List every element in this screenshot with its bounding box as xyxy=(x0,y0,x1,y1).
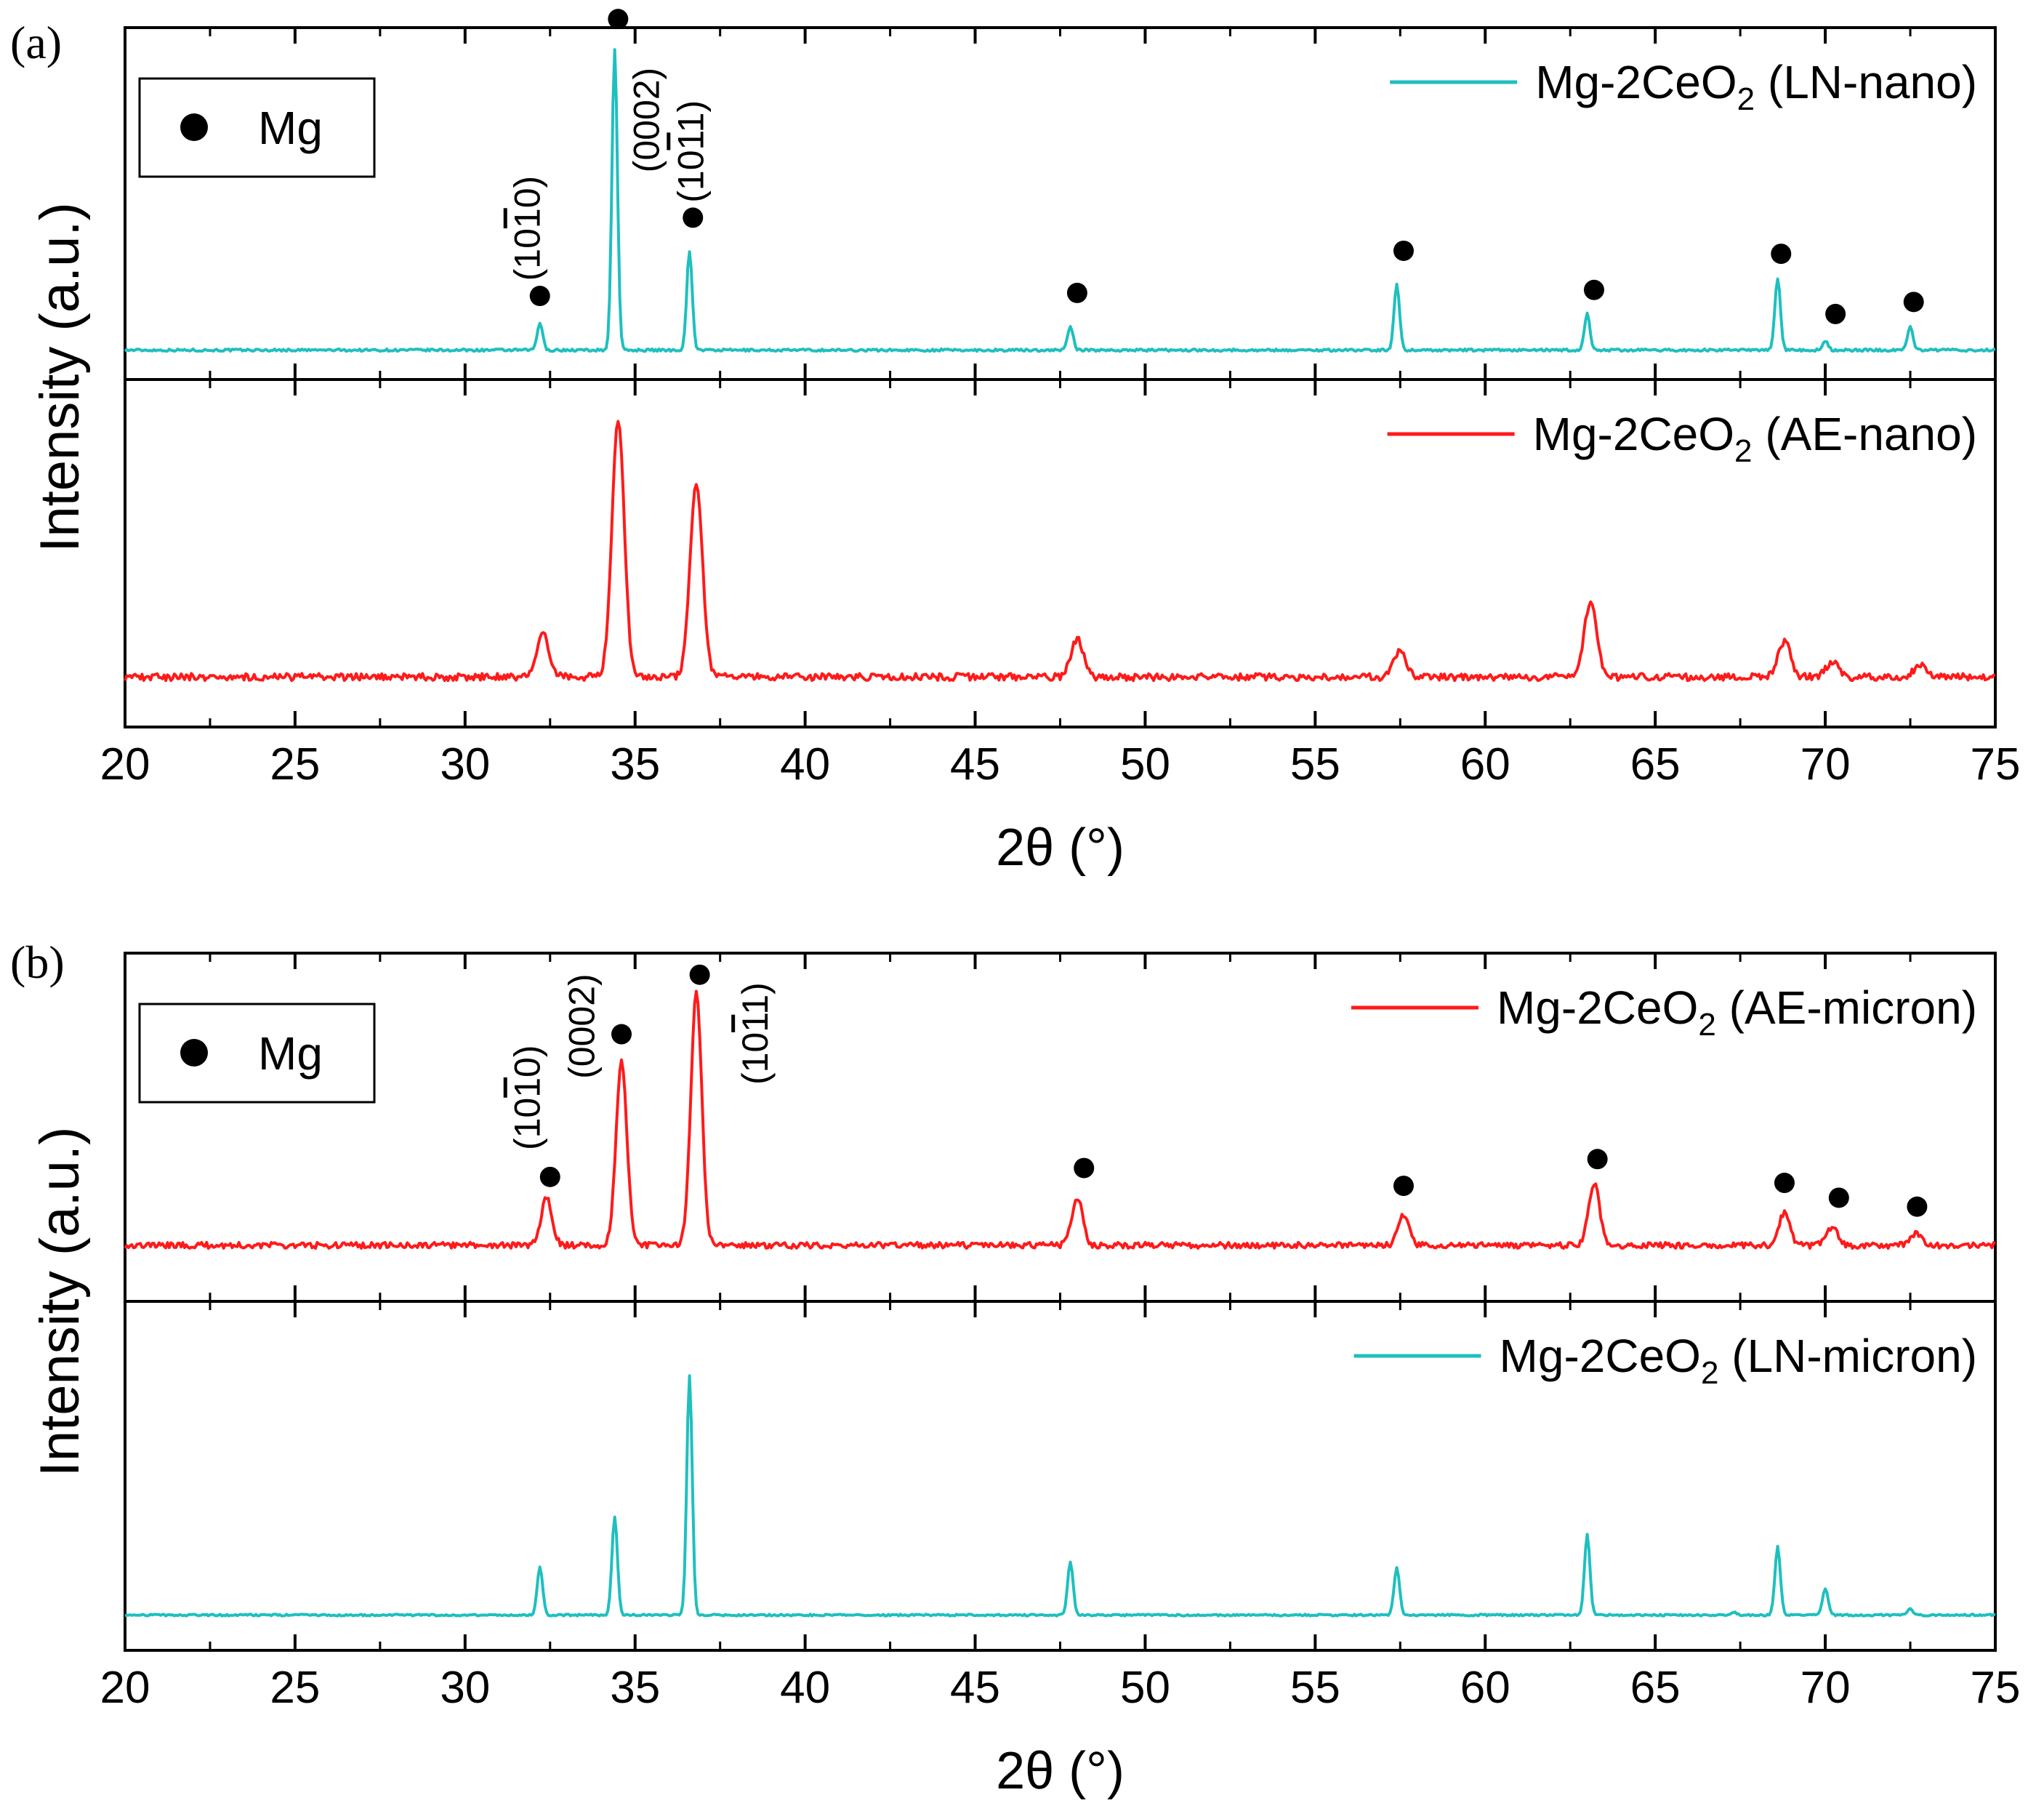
mg-peak-marker xyxy=(611,1024,632,1045)
mg-peak-marker xyxy=(1066,282,1087,303)
miller-index-annotation: (1011) xyxy=(735,982,776,1085)
panel-label: (b) xyxy=(10,936,65,988)
series-legend-label: Mg-2CeO2 (LN-micron) xyxy=(1500,1330,1977,1391)
x-tick-label: 70 xyxy=(1800,1663,1851,1713)
x-tick-label: 30 xyxy=(440,739,490,790)
series-legend-label: Mg-2CeO2 (AE-nano) xyxy=(1533,408,1977,469)
x-tick-label: 75 xyxy=(1971,739,2021,790)
mg-peak-marker xyxy=(1825,303,1846,324)
y-axis-label: Intensity (a.u.) xyxy=(29,202,91,553)
mg-peak-marker xyxy=(1774,1173,1795,1194)
x-axis-label: 2θ (°) xyxy=(996,1742,1124,1800)
x-tick-label: 55 xyxy=(1290,1663,1340,1713)
mg-peak-marker xyxy=(608,9,629,30)
mg-marker-legend-icon xyxy=(180,113,208,141)
y-axis-label: Intensity (a.u.) xyxy=(29,1127,91,1477)
series-line xyxy=(124,48,1996,353)
series-line xyxy=(124,1374,1996,1618)
panel-label: (a) xyxy=(10,17,62,68)
x-tick-label: 45 xyxy=(950,739,1000,790)
mg-peak-marker xyxy=(689,964,710,985)
x-tick-label: 65 xyxy=(1630,739,1681,790)
x-tick-label: 20 xyxy=(100,739,150,790)
x-tick-label: 25 xyxy=(270,1663,320,1713)
miller-index-annotation: (1011) xyxy=(670,100,711,203)
x-tick-label: 50 xyxy=(1120,1663,1170,1713)
x-tick-label: 55 xyxy=(1290,739,1340,790)
x-tick-label: 35 xyxy=(610,739,660,790)
series-line xyxy=(124,419,1995,683)
mg-peak-marker xyxy=(1583,279,1604,300)
miller-index-annotation: (1010) xyxy=(507,176,548,281)
mg-peak-marker xyxy=(1393,240,1414,261)
panel-a: 20 25 30 35 40 45 50 55 60 65 70 75 2θ (°) Intensity … xyxy=(10,9,2020,877)
mg-peak-marker xyxy=(529,286,550,307)
x-tick-label: 20 xyxy=(100,1663,150,1713)
x-tick-label: 35 xyxy=(610,1663,660,1713)
miller-index-annotation: (1010) xyxy=(507,1045,548,1150)
series-line xyxy=(124,989,1997,1250)
panel-b: 20 25 30 35 40 45 50 55 60 65 70 75 2θ (°) Intensity … xyxy=(10,936,2020,1800)
miller-index-annotation: (0002) xyxy=(562,973,603,1079)
series-legend-label: Mg-2CeO2 (AE-micron) xyxy=(1497,981,1977,1043)
x-tick-label: 25 xyxy=(270,739,320,790)
x-tick-label: 65 xyxy=(1630,1663,1681,1713)
mg-peak-marker xyxy=(683,207,704,228)
mg-marker-legend-icon xyxy=(180,1039,208,1067)
mg-peak-marker xyxy=(1393,1176,1414,1197)
marker-legend-box xyxy=(138,77,376,178)
mg-peak-marker xyxy=(1828,1187,1849,1208)
mg-legend-label: Mg xyxy=(258,1027,323,1080)
x-tick-label: 60 xyxy=(1460,1663,1510,1713)
x-axis-label: 2θ (°) xyxy=(996,819,1124,877)
x-tick-label: 70 xyxy=(1800,739,1851,790)
marker-legend-box xyxy=(138,1003,376,1104)
mg-peak-marker xyxy=(1587,1149,1608,1170)
x-tick-label: 40 xyxy=(780,739,830,790)
mg-legend-label: Mg xyxy=(258,102,323,154)
x-tick-label: 40 xyxy=(780,1663,830,1713)
x-tick-label: 30 xyxy=(440,1663,490,1713)
x-tick-label: 75 xyxy=(1971,1663,2021,1713)
mg-peak-marker xyxy=(1903,292,1924,313)
x-tick-label: 45 xyxy=(950,1663,1000,1713)
x-tick-label: 60 xyxy=(1460,739,1510,790)
miller-index-annotation: (0002) xyxy=(626,68,667,173)
x-tick-label: 50 xyxy=(1120,739,1170,790)
series-legend-label: Mg-2CeO2 (LN-nano) xyxy=(1535,56,1977,117)
mg-peak-marker xyxy=(1074,1157,1095,1178)
mg-peak-marker xyxy=(539,1166,560,1187)
mg-peak-marker xyxy=(1907,1196,1928,1217)
mg-peak-marker xyxy=(1771,244,1792,265)
